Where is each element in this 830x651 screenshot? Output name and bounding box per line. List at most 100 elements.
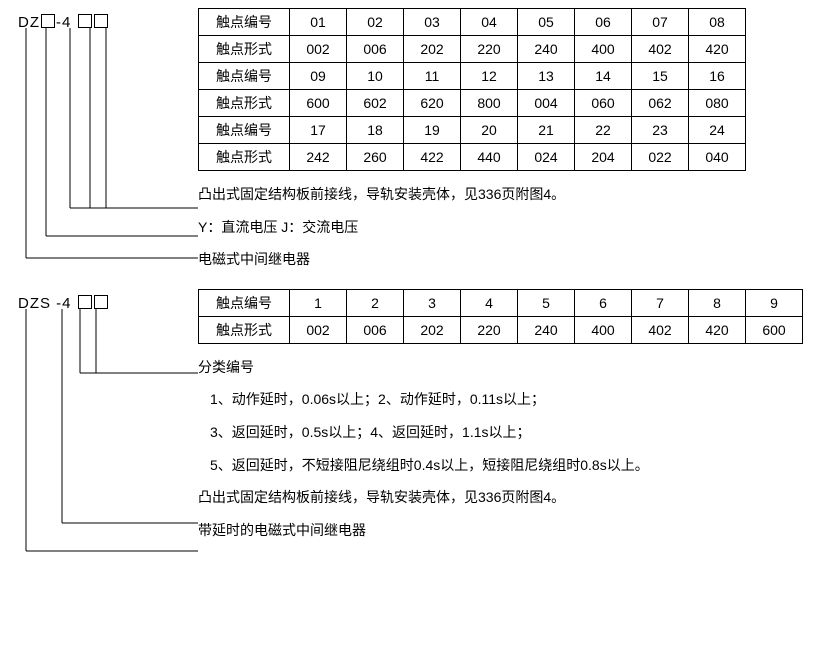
table-cell: 1 — [290, 289, 347, 316]
table-cell: 260 — [347, 144, 404, 171]
table-cell: 03 — [404, 9, 461, 36]
table-cell: 11 — [404, 63, 461, 90]
placeholder-box — [94, 295, 108, 309]
placeholder-box — [78, 14, 92, 28]
model-code-dzs: DZS -4 — [18, 295, 109, 312]
table-cell: 23 — [632, 117, 689, 144]
placeholder-box — [41, 14, 55, 28]
table-cell: 004 — [518, 90, 575, 117]
list-item: 3、返回延时，0.5s以上；4、返回延时，1.1s以上； — [210, 419, 822, 446]
table-cell: 006 — [347, 36, 404, 63]
note-line: Y：直流电压 J：交流电压 — [198, 214, 822, 241]
table-cell: 24 — [689, 117, 746, 144]
table-cell: 5 — [518, 289, 575, 316]
table-cell: 220 — [461, 316, 518, 343]
table-cell: 13 — [518, 63, 575, 90]
bracket-lines — [8, 8, 198, 268]
table-cell: 402 — [632, 36, 689, 63]
note-line: 凸出式固定结构板前接线，导轨安装壳体，见336页附图4。 — [198, 181, 822, 208]
row-header: 触点形式 — [199, 36, 290, 63]
row-header: 触点编号 — [199, 63, 290, 90]
table-cell: 440 — [461, 144, 518, 171]
table-cell: 08 — [689, 9, 746, 36]
note-line: 电磁式中间继电器 — [198, 246, 822, 273]
table-cell: 400 — [575, 316, 632, 343]
row-header: 触点编号 — [199, 9, 290, 36]
table-cell: 420 — [689, 316, 746, 343]
code-prefix: DZ — [18, 14, 40, 31]
table-cell: 202 — [404, 36, 461, 63]
table-cell: 04 — [461, 9, 518, 36]
table-cell: 620 — [404, 90, 461, 117]
section-dzs: DZS -4 触点编号123456789触点形式0020062022202404… — [8, 289, 822, 544]
content-column: 触点编号0102030405060708触点形式0020062022202404… — [198, 8, 822, 273]
code-prefix: DZS — [18, 295, 51, 312]
table-cell: 022 — [632, 144, 689, 171]
table-cell: 20 — [461, 117, 518, 144]
table-cell: 10 — [347, 63, 404, 90]
list-item: 5、返回延时，不短接阻尼绕组时0.4s以上，短接阻尼绕组时0.8s以上。 — [210, 452, 822, 479]
table-cell: 4 — [461, 289, 518, 316]
table-cell: 8 — [689, 289, 746, 316]
table-cell: 002 — [290, 316, 347, 343]
table-cell: 18 — [347, 117, 404, 144]
table-cell: 7 — [632, 289, 689, 316]
contact-table-2: 触点编号123456789触点形式00200620222024040040242… — [198, 289, 803, 344]
table-cell: 12 — [461, 63, 518, 90]
table-cell: 202 — [404, 316, 461, 343]
row-header: 触点形式 — [199, 316, 290, 343]
table-cell: 09 — [290, 63, 347, 90]
table-cell: 6 — [575, 289, 632, 316]
note-line: 带延时的电磁式中间继电器 — [198, 517, 822, 544]
placeholder-box — [94, 14, 108, 28]
table-cell: 01 — [290, 9, 347, 36]
table-cell: 602 — [347, 90, 404, 117]
table-cell: 060 — [575, 90, 632, 117]
table-cell: 002 — [290, 36, 347, 63]
table-cell: 600 — [746, 316, 803, 343]
table-cell: 07 — [632, 9, 689, 36]
table-cell: 240 — [518, 316, 575, 343]
row-header: 触点形式 — [199, 144, 290, 171]
table-cell: 14 — [575, 63, 632, 90]
table-cell: 600 — [290, 90, 347, 117]
row-header: 触点编号 — [199, 289, 290, 316]
note-line: 凸出式固定结构板前接线，导轨安装壳体，见336页附图4。 — [198, 484, 822, 511]
table-cell: 422 — [404, 144, 461, 171]
table-cell: 17 — [290, 117, 347, 144]
table-cell: 2 — [347, 289, 404, 316]
subheading: 分类编号 — [198, 354, 822, 381]
table-cell: 800 — [461, 90, 518, 117]
table-cell: 9 — [746, 289, 803, 316]
row-header: 触点编号 — [199, 117, 290, 144]
table-cell: 16 — [689, 63, 746, 90]
code-suffix: -4 — [56, 295, 71, 312]
table-cell: 15 — [632, 63, 689, 90]
bracket-lines — [8, 289, 198, 559]
row-header: 触点形式 — [199, 90, 290, 117]
table-cell: 06 — [575, 9, 632, 36]
table-cell: 400 — [575, 36, 632, 63]
list-item: 1、动作延时，0.06s以上；2、动作延时，0.11s以上； — [210, 386, 822, 413]
table-cell: 040 — [689, 144, 746, 171]
table-cell: 006 — [347, 316, 404, 343]
table-cell: 204 — [575, 144, 632, 171]
contact-table-1: 触点编号0102030405060708触点形式0020062022202404… — [198, 8, 746, 171]
table-cell: 22 — [575, 117, 632, 144]
table-cell: 024 — [518, 144, 575, 171]
content-column: 触点编号123456789触点形式00200620222024040040242… — [198, 289, 822, 544]
table-cell: 062 — [632, 90, 689, 117]
table-cell: 242 — [290, 144, 347, 171]
table-cell: 220 — [461, 36, 518, 63]
section-dz: DZ-4 触点编号0102030405060708触点形式00200620222… — [8, 8, 822, 273]
table-cell: 19 — [404, 117, 461, 144]
table-cell: 240 — [518, 36, 575, 63]
table-cell: 080 — [689, 90, 746, 117]
table-cell: 420 — [689, 36, 746, 63]
table-cell: 21 — [518, 117, 575, 144]
table-cell: 05 — [518, 9, 575, 36]
table-cell: 402 — [632, 316, 689, 343]
placeholder-box — [78, 295, 92, 309]
table-cell: 02 — [347, 9, 404, 36]
model-code-dz: DZ-4 — [18, 14, 109, 31]
